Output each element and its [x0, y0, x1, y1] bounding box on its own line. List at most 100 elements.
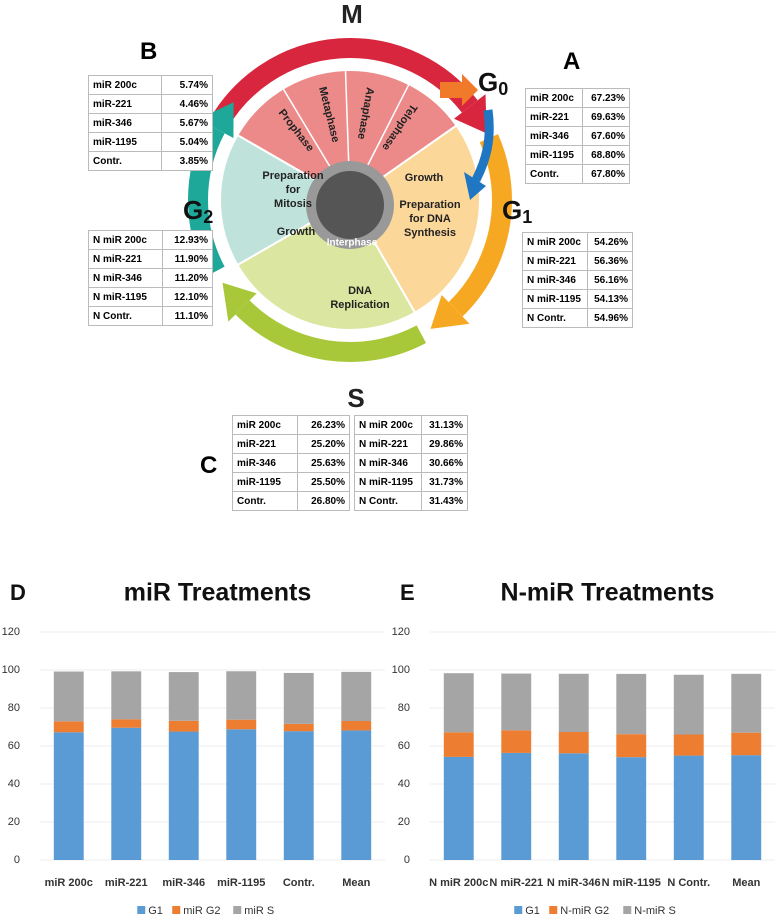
s-label: S: [347, 383, 364, 413]
bar-segment: [283, 731, 314, 860]
g0-return-arrow: [471, 109, 494, 183]
y-tick-label: 120: [2, 626, 20, 638]
bar-segment: [53, 671, 84, 722]
x-tick-label: miR-346: [162, 877, 205, 889]
table-row: Contr. 26.80%: [232, 491, 351, 511]
bar-segment: [501, 673, 532, 731]
legend-label: N-miR S: [634, 905, 676, 917]
g1-arrow-head: [430, 294, 470, 329]
table-value: 12.10%: [161, 287, 214, 307]
bar-segment: [673, 674, 704, 735]
bar-segment: [111, 727, 142, 860]
table-key: N miR 200c: [353, 415, 423, 435]
table-row: miR 200c 26.23%: [232, 415, 351, 435]
table-key: miR-346: [88, 113, 162, 133]
table-value: 5.04%: [160, 132, 214, 152]
g1-text: Preparation: [399, 199, 460, 211]
table-value: 11.90%: [161, 249, 214, 269]
g2-text: Mitosis: [274, 198, 312, 210]
phase-subscript: 2: [203, 207, 213, 227]
table-value: 31.43%: [421, 491, 468, 511]
table-value: 31.13%: [421, 415, 468, 435]
table-key: N miR-221: [88, 249, 163, 269]
interphase-core: [316, 171, 384, 239]
x-tick-label: miR 200c: [45, 877, 93, 889]
m-arrow: [209, 38, 478, 130]
bar-segment: [226, 719, 257, 730]
bar-segment: [341, 730, 372, 860]
g1-text: for DNA: [409, 213, 451, 225]
legend-swatch: [172, 906, 181, 914]
table-key: Contr.: [232, 491, 298, 511]
x-tick-label: Contr.: [283, 877, 315, 889]
g1-text: Growth: [405, 172, 444, 184]
table-key: N miR-346: [88, 268, 163, 288]
percent-table: miR 200c 67.23% miR-221 69.63% miR-346 67.60%…: [524, 88, 630, 184]
phase-letter: G: [478, 67, 498, 97]
g0-arrow: [440, 74, 478, 106]
table-row: Contr. 3.85%: [88, 151, 214, 171]
table-value: 54.96%: [587, 308, 633, 328]
m-arrow-head: [454, 94, 487, 134]
bar-segment: [558, 673, 589, 733]
bar-segment: [501, 752, 532, 860]
chart-title: miR Treatments: [124, 579, 312, 607]
y-tick-label: 60: [398, 740, 410, 752]
table-key: miR-1195: [88, 132, 162, 152]
bar-segment: [443, 756, 474, 860]
s-text: DNA: [348, 285, 372, 297]
bar-segment: [443, 673, 474, 733]
bar-segment: [111, 671, 142, 720]
table-key: miR-221: [88, 94, 162, 114]
table-value: 67.23%: [582, 88, 630, 108]
table-row: miR-346 25.63%: [232, 453, 351, 473]
g1-text: Synthesis: [404, 227, 456, 239]
bar-segment: [616, 673, 647, 735]
table-row: miR-221 69.63%: [524, 107, 630, 127]
g2-text: for: [286, 184, 301, 196]
g2-text: Preparation: [262, 170, 323, 182]
phase-name: G1: [502, 195, 532, 227]
table-key: N Contr.: [353, 491, 423, 511]
panel-label: B: [140, 38, 158, 65]
legend-swatch: [623, 906, 632, 914]
y-tick-label: 20: [8, 816, 20, 828]
table-row: N miR-221 56.36%: [521, 251, 633, 271]
legend-label: N-miR G2: [560, 905, 609, 917]
table-value: 25.63%: [296, 453, 351, 473]
table-key: N miR-1195: [521, 289, 589, 309]
table-value: 29.86%: [421, 434, 468, 454]
g2-arrow-head: [198, 102, 234, 139]
table-row: N miR-1195 12.10%: [88, 287, 214, 307]
y-tick-label: 40: [398, 778, 410, 790]
percent-table: N miR 200c 31.13% N miR-221 29.86% N miR-346…: [353, 415, 468, 511]
y-tick-label: 80: [398, 702, 410, 714]
table-value: 11.20%: [161, 268, 214, 288]
table-value: 26.23%: [296, 415, 351, 435]
table-key: N miR-221: [353, 434, 423, 454]
table-value: 56.16%: [587, 270, 633, 290]
phase-name: G2: [183, 195, 213, 227]
g1-sector: [348, 124, 481, 314]
table-key: N miR 200c: [88, 230, 163, 250]
table-row: miR-1195 68.80%: [524, 145, 630, 165]
table-row: N miR-346 11.20%: [88, 268, 214, 288]
table-value: 3.85%: [160, 151, 214, 171]
legend-swatch: [549, 906, 558, 914]
table-row: N miR 200c 12.93%: [88, 230, 214, 250]
table-value: 54.13%: [587, 289, 633, 309]
y-tick-label: 40: [8, 778, 20, 790]
table-value: 69.63%: [582, 107, 630, 127]
x-tick-label: N Contr.: [667, 877, 710, 889]
legend-label: miR G2: [183, 905, 220, 917]
percent-table: N miR 200c 54.26% N miR-221 56.36% N miR-346…: [521, 232, 633, 328]
phase-subscript: 0: [498, 79, 508, 99]
table-row: miR 200c 5.74%: [88, 75, 214, 95]
table-row: N Contr. 31.43%: [353, 491, 468, 511]
table-key: Contr.: [524, 164, 584, 184]
bar-segment: [673, 734, 704, 756]
table-key: Contr.: [88, 151, 162, 171]
bar-segment: [443, 732, 474, 757]
s-sector: [236, 198, 417, 331]
legend-swatch: [137, 906, 146, 914]
